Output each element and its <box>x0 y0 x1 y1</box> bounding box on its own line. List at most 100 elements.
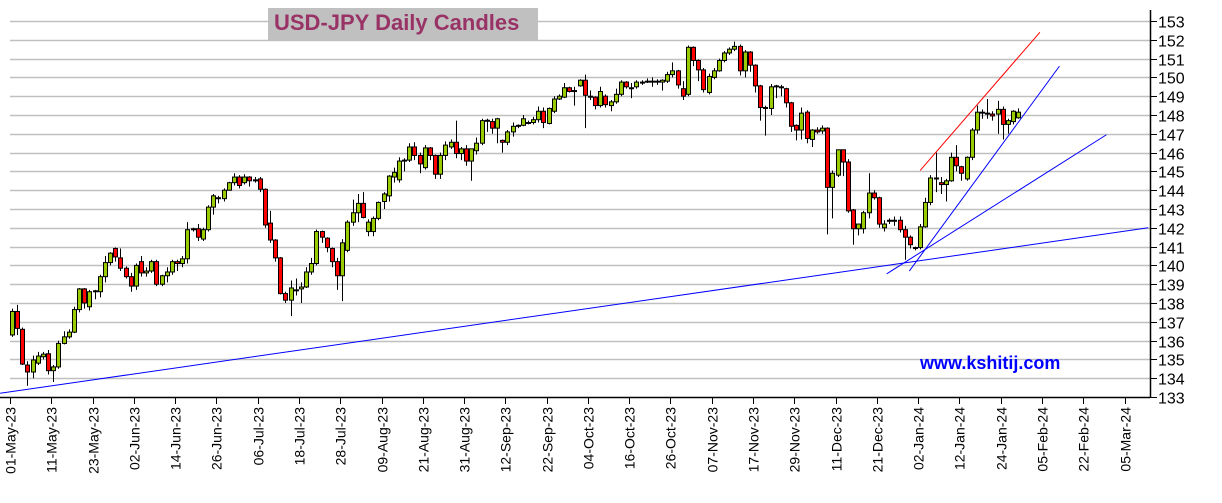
candle <box>407 143 412 162</box>
candle <box>428 146 433 161</box>
candle-body <box>820 127 825 132</box>
candle <box>289 280 294 317</box>
candle-body <box>799 112 804 131</box>
candle <box>805 110 810 144</box>
candle-body <box>283 293 288 301</box>
candle <box>970 128 975 161</box>
candle <box>650 77 655 87</box>
candle <box>294 278 299 296</box>
candle-body <box>748 51 753 66</box>
candle-body <box>1016 111 1021 119</box>
candle <box>258 177 263 193</box>
candle-body <box>149 261 154 272</box>
candle-body <box>841 149 846 163</box>
candle <box>480 118 485 146</box>
x-tick-label: 06-Jul-23 <box>251 407 267 466</box>
candle <box>789 101 794 132</box>
candle <box>799 107 804 140</box>
candle-body <box>681 88 686 97</box>
candle-body <box>335 261 340 277</box>
candle-body <box>511 125 516 133</box>
y-tick-label: 142 <box>1158 222 1185 239</box>
y-tick-label: 144 <box>1158 184 1185 201</box>
x-tick-label: 02-Jun-23 <box>127 407 143 470</box>
candle-body <box>562 87 567 98</box>
candle <box>521 115 526 127</box>
candle <box>696 59 701 82</box>
x-tick-label: 04-Oct-23 <box>581 407 597 469</box>
candle-body <box>113 247 118 258</box>
x-tick-label: 12-Sep-23 <box>498 407 514 473</box>
candle-body <box>15 310 20 329</box>
candle-body <box>82 288 87 304</box>
candle <box>996 100 1001 134</box>
candle <box>516 124 521 129</box>
candle <box>794 124 799 141</box>
candle <box>629 83 634 99</box>
candle <box>1011 110 1016 125</box>
candle <box>598 86 603 108</box>
candle <box>196 224 201 241</box>
candle-body <box>552 98 557 112</box>
candle <box>495 117 500 144</box>
candle-body <box>371 217 376 233</box>
candle <box>975 105 980 134</box>
y-tick-label: 145 <box>1158 165 1185 182</box>
candle-body <box>505 131 510 143</box>
candle <box>954 145 959 172</box>
candle-body <box>376 201 381 219</box>
x-tick-label: 05-Mar-24 <box>1118 407 1134 472</box>
y-tick-label: 139 <box>1158 278 1185 295</box>
candle <box>928 175 933 206</box>
candle-body <box>72 309 77 333</box>
candle <box>861 210 866 234</box>
candle <box>237 175 242 189</box>
candle-body <box>253 179 258 182</box>
candle-body <box>583 79 588 96</box>
x-tick-label: 24-Jan-24 <box>994 407 1010 470</box>
candle-body <box>196 228 201 238</box>
candle <box>449 139 454 149</box>
candle <box>557 94 562 100</box>
candle-body <box>536 110 541 121</box>
candle <box>1006 118 1011 134</box>
candle-body <box>980 111 985 114</box>
candle-body <box>351 212 356 223</box>
candle <box>160 274 165 287</box>
candle <box>732 41 737 52</box>
candle <box>985 99 990 119</box>
candle-body <box>970 129 975 158</box>
trendline <box>0 227 1149 394</box>
candle <box>867 173 872 219</box>
candle-body <box>810 129 815 140</box>
candle <box>727 47 732 55</box>
candle <box>913 246 918 251</box>
candle-body <box>51 366 56 372</box>
candle-body <box>557 95 562 100</box>
candle <box>56 340 61 369</box>
candle <box>531 116 536 125</box>
candle-body <box>913 247 918 250</box>
candle <box>578 79 583 87</box>
candle-body <box>944 180 949 186</box>
candle-body <box>211 195 216 208</box>
candle-body <box>36 355 41 364</box>
candle-body <box>665 74 670 82</box>
candle <box>206 205 211 232</box>
candle <box>304 267 309 288</box>
candle <box>268 210 273 243</box>
candle <box>340 239 345 302</box>
candle-body <box>712 70 717 78</box>
candle <box>918 224 923 250</box>
candle <box>351 199 356 226</box>
candle <box>624 81 629 89</box>
candle-body <box>325 237 330 249</box>
candle <box>382 192 387 209</box>
candle <box>371 216 376 237</box>
trendline <box>908 65 1060 272</box>
y-tick-label: 148 <box>1158 109 1185 126</box>
candle-body <box>996 108 1001 115</box>
candle <box>934 152 939 193</box>
candle-body <box>320 231 325 238</box>
candle-body <box>516 124 521 127</box>
